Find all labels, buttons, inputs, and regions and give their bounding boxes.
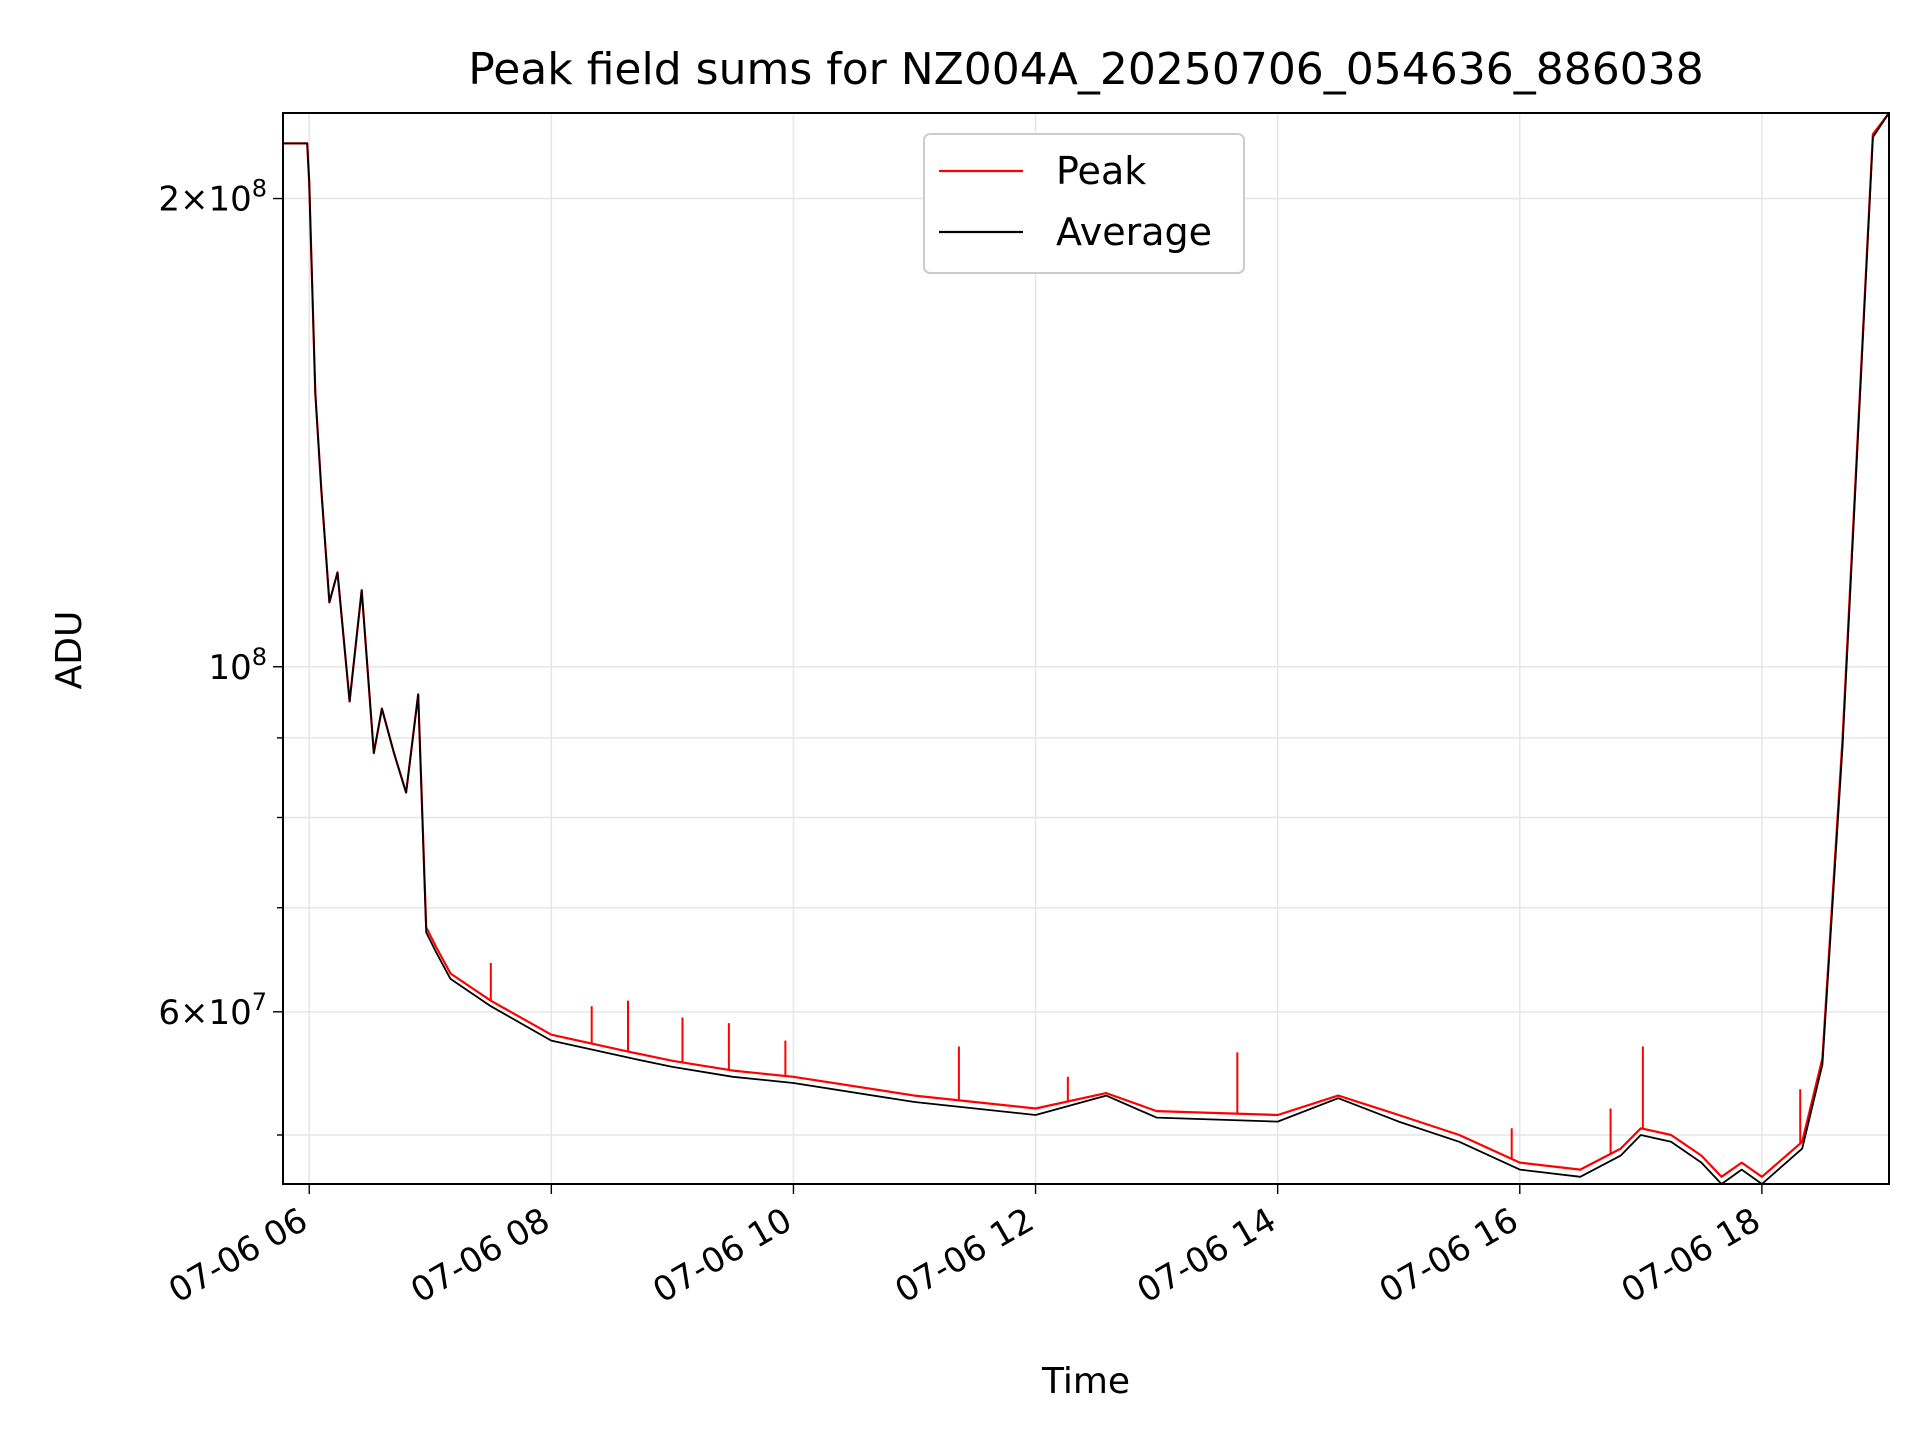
y-tick-label: 108 xyxy=(208,643,267,688)
y-axis: 2×108 108 6×107 xyxy=(158,175,283,1136)
series-layer xyxy=(283,113,1889,1184)
legend-label-average: Average xyxy=(1056,210,1212,254)
grid-lines xyxy=(283,113,1889,1184)
legend-label-peak: Peak xyxy=(1056,149,1146,193)
plot-frame xyxy=(282,112,1890,1185)
x-axis-label: Time xyxy=(1041,1361,1130,1402)
y-tick-label: 2×108 xyxy=(158,175,267,220)
chart-title: Peak field sums for NZ004A_20250706_0546… xyxy=(468,44,1703,95)
legend-box xyxy=(923,133,1245,274)
y-axis-label: ADU xyxy=(49,611,90,690)
y-tick-label: 6×107 xyxy=(158,988,267,1033)
series-line-average xyxy=(283,113,1889,1184)
legend: Peak Average xyxy=(923,133,1245,274)
